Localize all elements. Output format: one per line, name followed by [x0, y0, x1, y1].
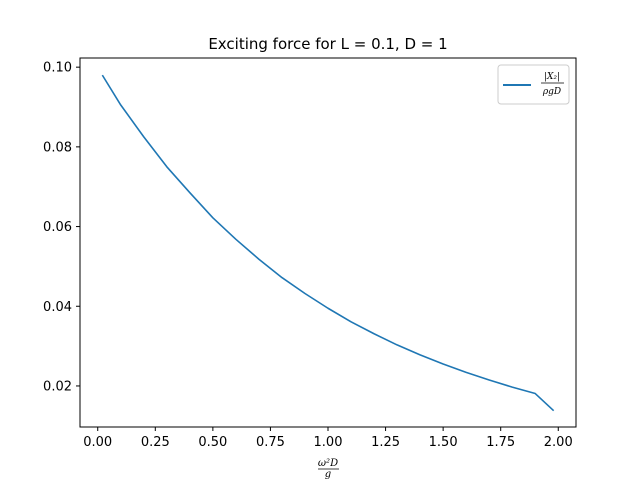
legend-label-denominator: ρgD	[542, 87, 561, 97]
legend-label-numerator: |X₂|	[544, 72, 560, 82]
chart-title: Exciting force for L = 0.1, D = 1	[208, 35, 447, 53]
y-tick-label: 0.02	[43, 379, 72, 394]
x-axis-label-numerator: ω²D	[318, 458, 338, 469]
x-tick-label: 0.50	[198, 435, 227, 450]
legend: |X₂| ρgD	[497, 64, 570, 105]
x-tick-label: 0.75	[256, 435, 285, 450]
x-tick-label: 1.75	[486, 435, 515, 450]
line-layer	[101, 74, 555, 412]
y-tick-label: 0.10	[43, 61, 72, 76]
x-tick-label: 2.00	[544, 435, 573, 450]
y-axis-ticks: 0.02 0.04 0.06 0.08 0.10	[43, 61, 80, 394]
y-tick-label: 0.04	[43, 300, 72, 315]
legend-box	[497, 64, 570, 105]
x-axis-label: ω²D g	[318, 458, 339, 480]
x-tick-label: 1.00	[314, 435, 343, 450]
x-tick-label: 0.25	[141, 435, 170, 450]
series-line	[101, 74, 555, 412]
x-tick-label: 1.25	[371, 435, 400, 450]
x-tick-label: 0.00	[83, 435, 112, 450]
y-tick-label: 0.08	[43, 140, 72, 155]
y-tick-label: 0.06	[43, 220, 72, 235]
x-axis-ticks: 0.00 0.25 0.50 0.75 1.00 1.25 1.50 1.75 2.00	[83, 427, 573, 450]
x-tick-label: 1.50	[429, 435, 458, 450]
x-axis-label-denominator: g	[325, 469, 331, 480]
